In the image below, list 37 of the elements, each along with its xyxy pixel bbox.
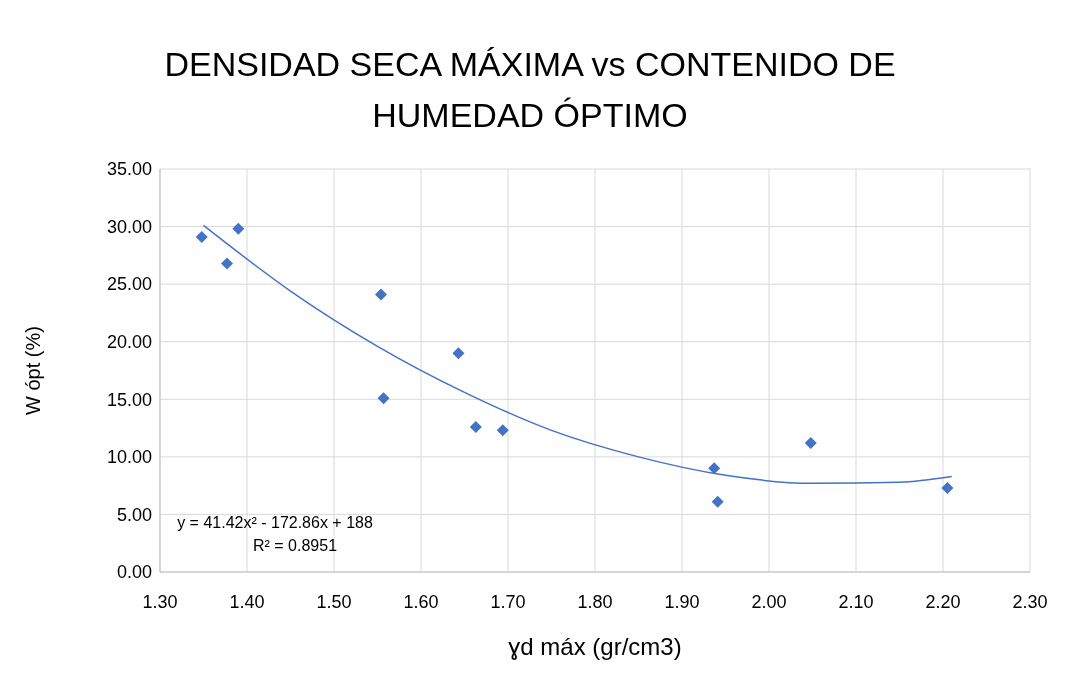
y-axis-title: W ópt (%) <box>22 326 44 415</box>
point <box>452 347 465 360</box>
x-tick-label: 1.60 <box>403 592 439 612</box>
point <box>195 230 208 243</box>
line-series <box>202 224 953 485</box>
y-tick-label: 0.00 <box>116 562 152 583</box>
point <box>941 481 954 494</box>
point <box>232 222 245 235</box>
y-tick-label: 5.00 <box>116 504 152 525</box>
x-tick-label: 2.20 <box>925 592 961 612</box>
x-tick-label: 2.10 <box>838 592 874 612</box>
x-tick-label: 1.50 <box>316 592 352 612</box>
annotation: y = 41.42x² - 172.86x + 188 <box>177 514 373 531</box>
x-tick-label: 1.90 <box>664 592 700 612</box>
point <box>377 392 390 405</box>
y-tick-label: 30.00 <box>106 216 152 237</box>
point <box>711 495 724 508</box>
x-tick-label: 1.30 <box>142 592 178 612</box>
y-tick-label: 35.00 <box>106 159 152 180</box>
point <box>708 462 721 475</box>
x-tick-label: 2.00 <box>751 592 787 612</box>
y-tick-label: 10.00 <box>106 447 152 468</box>
point <box>374 288 387 301</box>
point <box>496 424 509 437</box>
point <box>469 420 482 433</box>
x-tick-label: 1.40 <box>229 592 265 612</box>
annotation: R² = 0.8951 <box>252 537 338 554</box>
x-tick-label: 1.80 <box>577 592 613 612</box>
y-tick-label: 15.00 <box>106 389 152 410</box>
y-tick-label: 25.00 <box>106 274 152 295</box>
y-tick-label: 20.00 <box>106 332 152 353</box>
point <box>804 437 817 450</box>
x-tick-label: 1.70 <box>490 592 526 612</box>
x-tick-label: 2.30 <box>1012 592 1048 612</box>
chart-title: DENSIDAD SECA MÁXIMA vs CONTENIDO DE HUMEDAD ÓPTIMO <box>164 45 896 134</box>
point <box>220 257 233 270</box>
x-axis-title: ɣd máx (gr/cm3) <box>508 633 682 660</box>
